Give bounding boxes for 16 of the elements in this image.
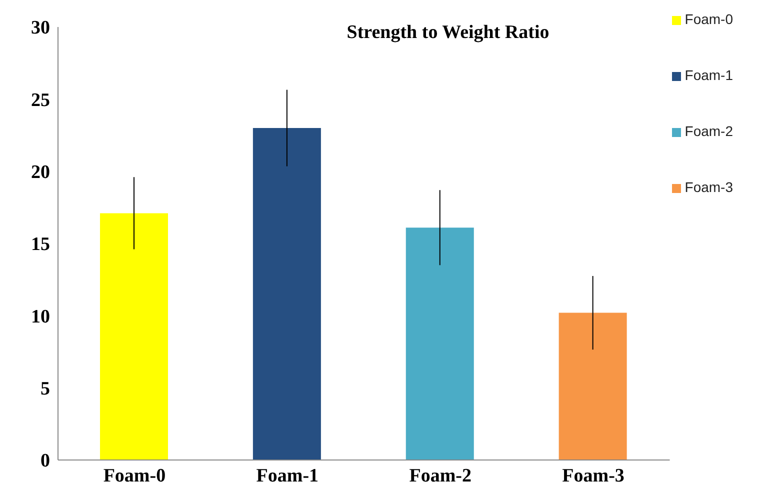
x-tick-label: Foam-0	[103, 465, 166, 486]
legend-label: Foam-1	[684, 67, 733, 83]
y-tick-label: 20	[31, 162, 50, 184]
x-tick-label: Foam-3	[562, 465, 624, 486]
y-tick-label: 15	[31, 234, 50, 256]
x-tick-label: Foam-2	[409, 465, 472, 486]
y-tick-label: 30	[31, 18, 50, 39]
x-tick-label: Foam-1	[256, 465, 319, 486]
y-tick-label: 25	[31, 90, 50, 111]
legend-label: Foam-0	[684, 11, 733, 27]
y-tick-label: 10	[31, 306, 50, 328]
legend-label: Foam-2	[684, 123, 733, 139]
chart-title: Strength to Weight Ratio	[346, 22, 550, 44]
y-tick-label: 0	[40, 450, 50, 472]
y-tick-label: 5	[40, 378, 50, 400]
legend-label: Foam-3	[684, 179, 733, 195]
